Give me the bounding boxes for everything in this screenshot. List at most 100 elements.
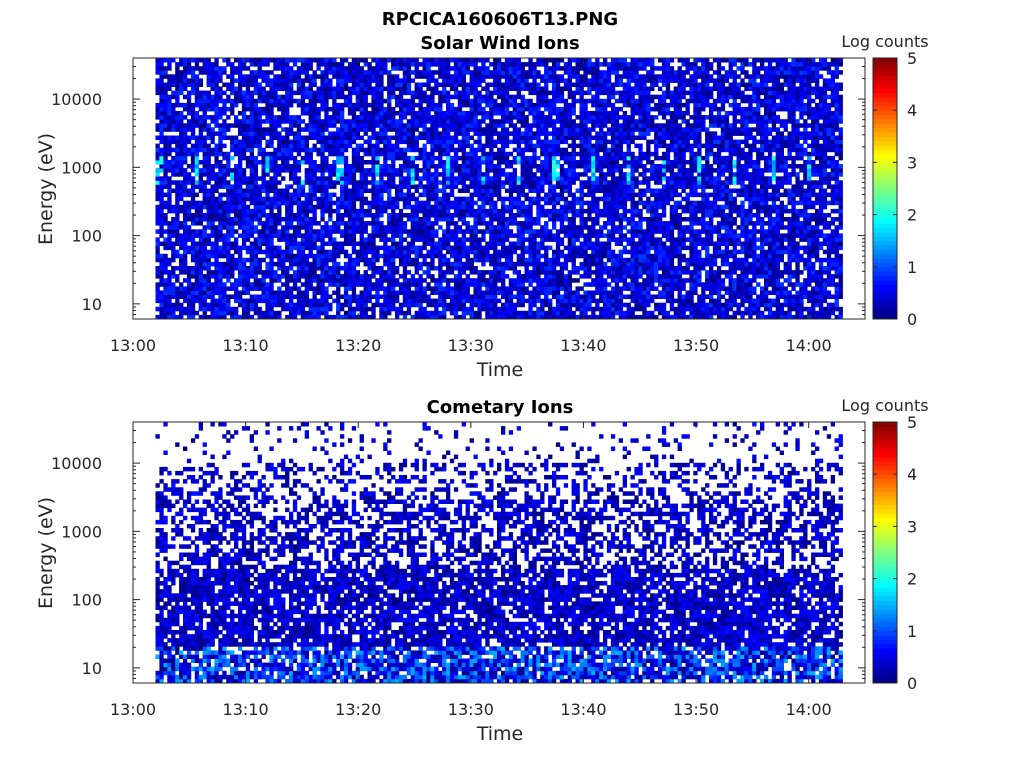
heatmap-cell xyxy=(206,196,211,202)
heatmap-cell xyxy=(391,290,396,295)
heatmap-cell xyxy=(418,192,423,198)
heatmap-cell xyxy=(481,253,486,259)
heatmap-cell xyxy=(493,282,498,287)
heatmap-cell xyxy=(241,200,247,206)
heatmap-cell xyxy=(504,127,510,132)
heatmap-cell xyxy=(308,180,313,185)
heatmap-cell xyxy=(253,208,258,214)
heatmap-cell xyxy=(253,127,258,132)
heatmap-cell xyxy=(273,204,278,210)
heatmap-cell xyxy=(501,160,506,165)
heatmap-cell xyxy=(449,306,455,312)
heatmap-cell xyxy=(363,221,368,226)
heatmap-cell xyxy=(504,208,510,214)
heatmap-cell xyxy=(426,86,431,91)
heatmap-cell xyxy=(300,200,306,206)
heatmap-cell xyxy=(438,241,443,246)
heatmap-cell xyxy=(438,147,443,153)
heatmap-cell xyxy=(308,274,313,279)
heatmap-cell xyxy=(226,74,231,79)
heatmap-cell xyxy=(336,62,341,67)
heatmap-cell xyxy=(214,225,219,230)
heatmap-cell xyxy=(398,282,404,287)
heatmap-cell xyxy=(414,270,419,275)
heatmap-cell xyxy=(485,102,490,108)
heatmap-cell xyxy=(332,184,337,189)
heatmap-cell xyxy=(218,180,223,185)
heatmap-cell xyxy=(414,261,419,267)
heatmap-cell xyxy=(465,290,470,295)
heatmap-cell xyxy=(285,274,290,279)
heatmap-cell xyxy=(426,139,431,145)
heatmap-cell xyxy=(449,249,455,255)
heatmap-cell xyxy=(438,180,443,185)
heatmap-cell xyxy=(312,274,317,279)
heatmap-cell xyxy=(469,241,474,246)
heatmap-cell xyxy=(422,127,427,132)
heatmap-cell xyxy=(234,119,239,124)
heatmap-cell xyxy=(281,176,286,181)
heatmap-cell xyxy=(453,58,459,63)
heatmap-cell xyxy=(497,139,502,145)
heatmap-cell xyxy=(414,290,419,295)
heatmap-cell xyxy=(261,286,266,291)
heatmap-cell xyxy=(198,270,203,275)
heatmap-cell xyxy=(285,82,290,87)
heatmap-cell xyxy=(324,229,329,234)
heatmap-cell xyxy=(175,115,180,120)
heatmap-cell xyxy=(230,86,235,91)
heatmap-cell xyxy=(285,131,290,136)
heatmap-cell xyxy=(453,253,459,259)
heatmap-cell xyxy=(179,237,184,242)
heatmap-cell xyxy=(504,106,510,112)
heatmap-cell xyxy=(430,98,435,104)
heatmap-cell xyxy=(289,70,294,75)
heatmap-cell xyxy=(465,306,470,312)
heatmap-cell xyxy=(351,241,357,246)
heatmap-cell xyxy=(218,261,223,267)
heatmap-cell xyxy=(320,302,325,308)
heatmap-cell xyxy=(257,270,262,275)
heatmap-cell xyxy=(461,213,466,218)
heatmap-cell xyxy=(308,286,313,291)
heatmap-cell xyxy=(194,102,200,108)
heatmap-cell xyxy=(171,245,176,251)
heatmap-cell xyxy=(289,123,294,128)
heatmap-cell xyxy=(391,168,396,173)
heatmap-cell xyxy=(324,62,329,67)
heatmap-cell xyxy=(238,213,243,218)
heatmap-cell xyxy=(504,135,510,140)
heatmap-cell xyxy=(316,119,321,124)
heatmap-cell xyxy=(175,286,180,291)
heatmap-cell xyxy=(489,302,494,308)
heatmap-cell xyxy=(371,204,376,210)
heatmap-cell xyxy=(442,310,447,316)
heatmap-cell xyxy=(351,229,357,234)
heatmap-cell xyxy=(501,253,506,259)
solar-wind-panel: Solar Wind Ions 13:00 13:10 13:20 13:30 13:4… xyxy=(35,32,929,381)
heatmap-cell xyxy=(190,115,196,120)
heatmap-cell xyxy=(434,119,439,124)
heatmap-cell xyxy=(324,278,329,283)
heatmap-cell xyxy=(383,184,388,189)
heatmap-cell xyxy=(210,274,215,279)
heatmap-cell xyxy=(206,131,211,136)
heatmap-cell xyxy=(312,119,317,124)
heatmap-cell xyxy=(300,249,306,255)
heatmap-cell xyxy=(159,127,164,132)
heatmap-cell xyxy=(249,155,254,161)
heatmap-cell xyxy=(183,143,188,149)
heatmap-cell xyxy=(226,278,231,283)
heatmap-cell xyxy=(269,139,274,145)
heatmap-cell xyxy=(340,294,345,299)
heatmap-cell xyxy=(273,233,278,238)
heatmap-cell xyxy=(395,168,400,173)
heatmap-cell xyxy=(351,249,357,255)
heatmap-cell xyxy=(367,62,372,67)
heatmap-cell xyxy=(493,168,498,173)
heatmap-cell xyxy=(238,204,243,210)
heatmap-cell xyxy=(363,98,368,104)
heatmap-cell xyxy=(442,298,447,304)
heatmap-cell xyxy=(190,229,196,234)
heatmap-cell xyxy=(230,229,235,234)
